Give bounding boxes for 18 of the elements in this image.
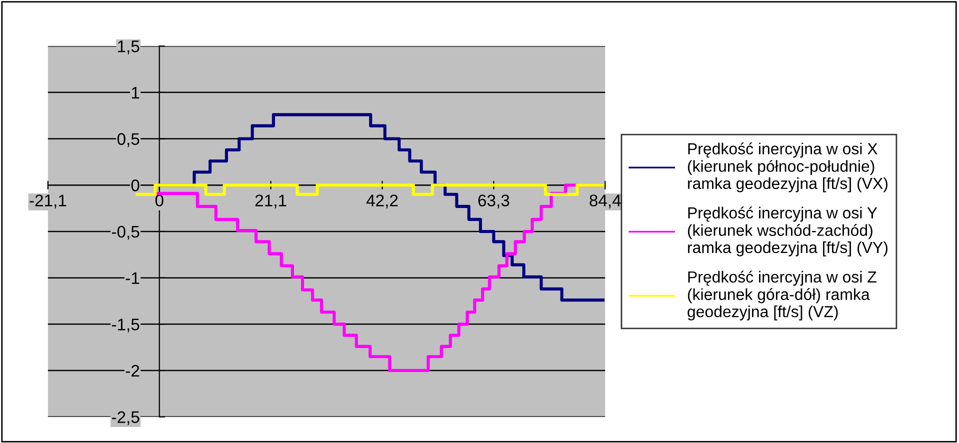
y-tick-label: -1,5	[112, 318, 140, 332]
y-tick-label: -2,5	[112, 411, 140, 426]
y-tick-label: -2	[126, 364, 140, 377]
x-tick-label: 42,2	[366, 194, 398, 208]
y-tick-label: -0,5	[112, 226, 140, 240]
x-tick-label: 21,1	[255, 194, 286, 208]
x-tick-label: 63,3	[478, 194, 510, 208]
y-tick-label: 1,5	[118, 40, 140, 54]
x-tick-label: -21,1	[30, 194, 66, 208]
legend-label: Prędkość inercyjna w osi Z (kierunek góra-dół) ramka geodezyjna [ft/s] (VZ)	[688, 270, 876, 320]
y-tick-label: 0,5	[117, 133, 140, 147]
legend-label: Prędkość inercyjna w osi Y (kierunek wschód-zachód) ramka geodezyjna [ft/s] (VY)	[688, 206, 888, 256]
y-tick-label: 0	[131, 180, 140, 192]
legend-label: Prędkość inercyjna w osi X (kierunek północ-południe) ramka geodezyjna [ft/s] (VX)	[688, 142, 888, 192]
x-tick-label: 84,4	[590, 194, 621, 208]
y-tick-label: -1	[126, 272, 140, 284]
y-tick-label: 1	[132, 86, 140, 98]
x-tick-label: 0	[155, 194, 164, 206]
